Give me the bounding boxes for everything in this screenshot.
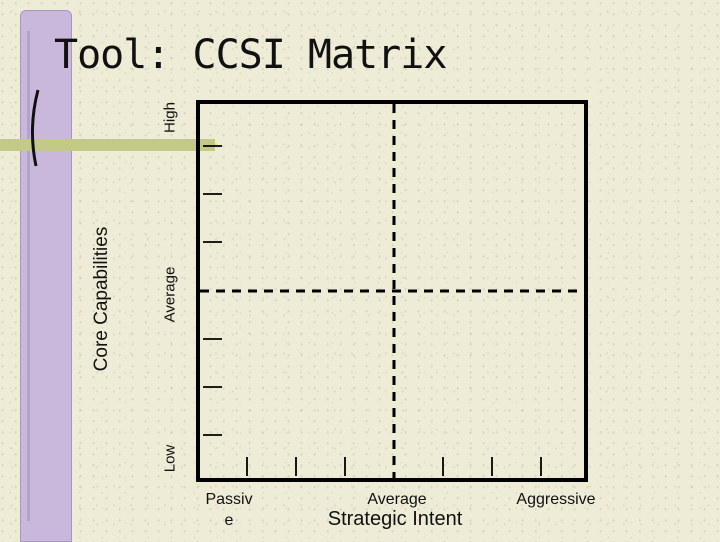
x-axis-title: Strategic Intent xyxy=(327,508,463,530)
bracket-icon xyxy=(30,89,40,167)
matrix-frame xyxy=(196,100,588,482)
x-level-aggressive: Aggressive xyxy=(516,491,596,508)
x-level-average: Average xyxy=(367,491,427,508)
page-title: Tool: CCSI Matrix xyxy=(54,32,447,78)
decorative-green-stripe xyxy=(0,139,215,151)
y-ticks xyxy=(203,145,222,436)
decorative-purple-bar xyxy=(20,10,72,542)
x-level-passive: Passiv e xyxy=(205,491,253,529)
x-ticks xyxy=(246,457,542,476)
